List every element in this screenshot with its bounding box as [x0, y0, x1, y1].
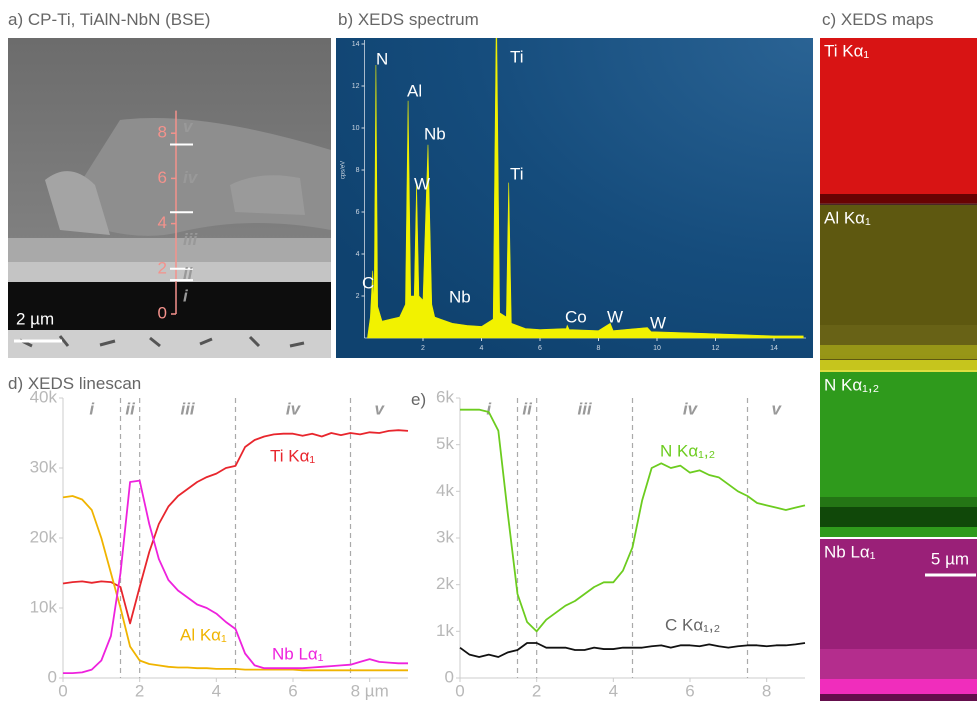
peak-label: C — [362, 273, 374, 292]
series-label: Ti Kα₁ — [270, 446, 315, 465]
layer-label: iv — [183, 168, 199, 187]
x-tick-label: 8 µm — [351, 681, 389, 700]
x-tick-label: 6 — [288, 681, 297, 700]
peak-label: W — [607, 307, 623, 326]
y-tick-label: 8 — [356, 167, 360, 174]
map-feature — [820, 507, 977, 527]
peak-label: Al — [407, 81, 422, 100]
y-tick-label: 14 — [352, 41, 360, 48]
y-tick-label: 2 — [356, 293, 360, 300]
panel-title: e) — [411, 390, 426, 409]
panel-title: b) XEDS spectrum — [338, 10, 479, 29]
region-label: ii — [522, 399, 533, 418]
y-tick-label: 10k — [30, 597, 58, 616]
y-tick-label: 12 — [352, 83, 360, 90]
x-tick-label: 8 — [597, 345, 601, 352]
y-tick-label: 2k — [436, 574, 454, 593]
y-tick-label: 2 — [158, 258, 167, 277]
map-label: Al Kα₁ — [824, 208, 871, 227]
y-tick-label: 4 — [158, 213, 167, 232]
layer-label: iii — [183, 230, 198, 249]
peak-label: W — [414, 174, 430, 193]
map-label: Ti Kα₁ — [824, 41, 869, 60]
layer-label: ii — [183, 264, 194, 283]
peak-label: N — [376, 49, 388, 68]
x-tick-label: 4 — [480, 345, 484, 352]
panel-title: c) XEDS maps — [822, 10, 933, 29]
region-label: v — [375, 399, 386, 418]
peak-label: Nb — [449, 287, 471, 306]
map-feature — [820, 345, 977, 359]
panel-title: d) XEDS linescan — [8, 374, 141, 393]
sem-layer — [8, 282, 331, 332]
region-label: i — [89, 399, 95, 418]
map-feature — [820, 497, 977, 507]
region-label: iv — [286, 399, 302, 418]
x-tick-label: 0 — [455, 681, 464, 700]
y-tick-label: 6 — [158, 168, 167, 187]
peak-label: Ti — [510, 47, 524, 66]
element-map — [820, 38, 977, 203]
x-tick-label: 4 — [212, 681, 221, 700]
y-tick-label: 5k — [436, 434, 454, 453]
sem-image — [8, 38, 331, 358]
map-label: N Kα₁,₂ — [824, 375, 879, 394]
y-tick-label: 0 — [445, 667, 454, 686]
x-tick-label: 2 — [135, 681, 144, 700]
map-feature — [820, 649, 977, 679]
x-tick-label: 8 — [762, 681, 771, 700]
x-tick-label: 2 — [421, 345, 425, 352]
y-tick-label: 10 — [352, 125, 360, 132]
series-label: C Kα₁,₂ — [665, 615, 720, 634]
map-feature — [820, 679, 977, 694]
region-label: iii — [577, 399, 592, 418]
y-tick-label: 3k — [436, 527, 454, 546]
region-label: iii — [180, 399, 195, 418]
scale-bar-label: 2 µm — [16, 309, 54, 328]
x-tick-label: 10 — [653, 345, 661, 352]
sem-grain — [230, 175, 305, 215]
x-tick-label: 2 — [532, 681, 541, 700]
peak-label: Ti — [510, 164, 524, 183]
y-tick-label: 1k — [436, 621, 454, 640]
map-feature — [820, 194, 977, 204]
y-tick-label: 30k — [30, 457, 58, 476]
y-tick-label: 6 — [356, 209, 360, 216]
y-tick-label: 20k — [30, 527, 58, 546]
peak-label: Co — [565, 307, 587, 326]
figure: a) CP-Ti, TiAlN-NbN (BSE)02468iiiiiiivv2… — [0, 0, 977, 701]
region-label: v — [772, 399, 783, 418]
y-tick-label: 8 — [158, 123, 167, 142]
body: a) CP-Ti, TiAlN-NbN (BSE)02468iiiiiiivv2… — [0, 0, 977, 701]
scale-bar-label: 5 µm — [931, 549, 969, 568]
series-label: Nb Lα₁ — [272, 644, 324, 663]
y-tick-label: 40k — [30, 387, 58, 406]
x-tick-label: 0 — [58, 681, 67, 700]
series-label: N Kα₁,₂ — [660, 441, 715, 460]
peak-label: Nb — [424, 124, 446, 143]
x-tick-label: 14 — [770, 345, 778, 352]
map-feature — [820, 694, 977, 701]
sem-substrate — [8, 330, 331, 358]
region-label: iv — [683, 399, 699, 418]
series-label: Al Kα₁ — [180, 625, 227, 644]
map-label: Nb Lα₁ — [824, 542, 876, 561]
y-tick-label: 4 — [356, 251, 360, 258]
layer-label: v — [183, 117, 194, 136]
panel-title: a) CP-Ti, TiAlN-NbN (BSE) — [8, 10, 210, 29]
y-tick-label: 6k — [436, 387, 454, 406]
sem-layer — [8, 262, 331, 282]
y-tick-label: 0 — [48, 667, 57, 686]
x-tick-label: 4 — [609, 681, 618, 700]
x-tick-label: 6 — [538, 345, 542, 352]
x-tick-label: 12 — [712, 345, 720, 352]
y-tick-label: 0 — [158, 303, 167, 322]
x-tick-label: 6 — [685, 681, 694, 700]
region-label: ii — [125, 399, 136, 418]
y-axis-label: cps/eV — [341, 161, 347, 179]
peak-label: W — [650, 313, 666, 332]
page: XEDS figure {"chart_data": [ {"type": "i… — [0, 0, 977, 701]
y-tick-label: 4k — [436, 481, 454, 500]
